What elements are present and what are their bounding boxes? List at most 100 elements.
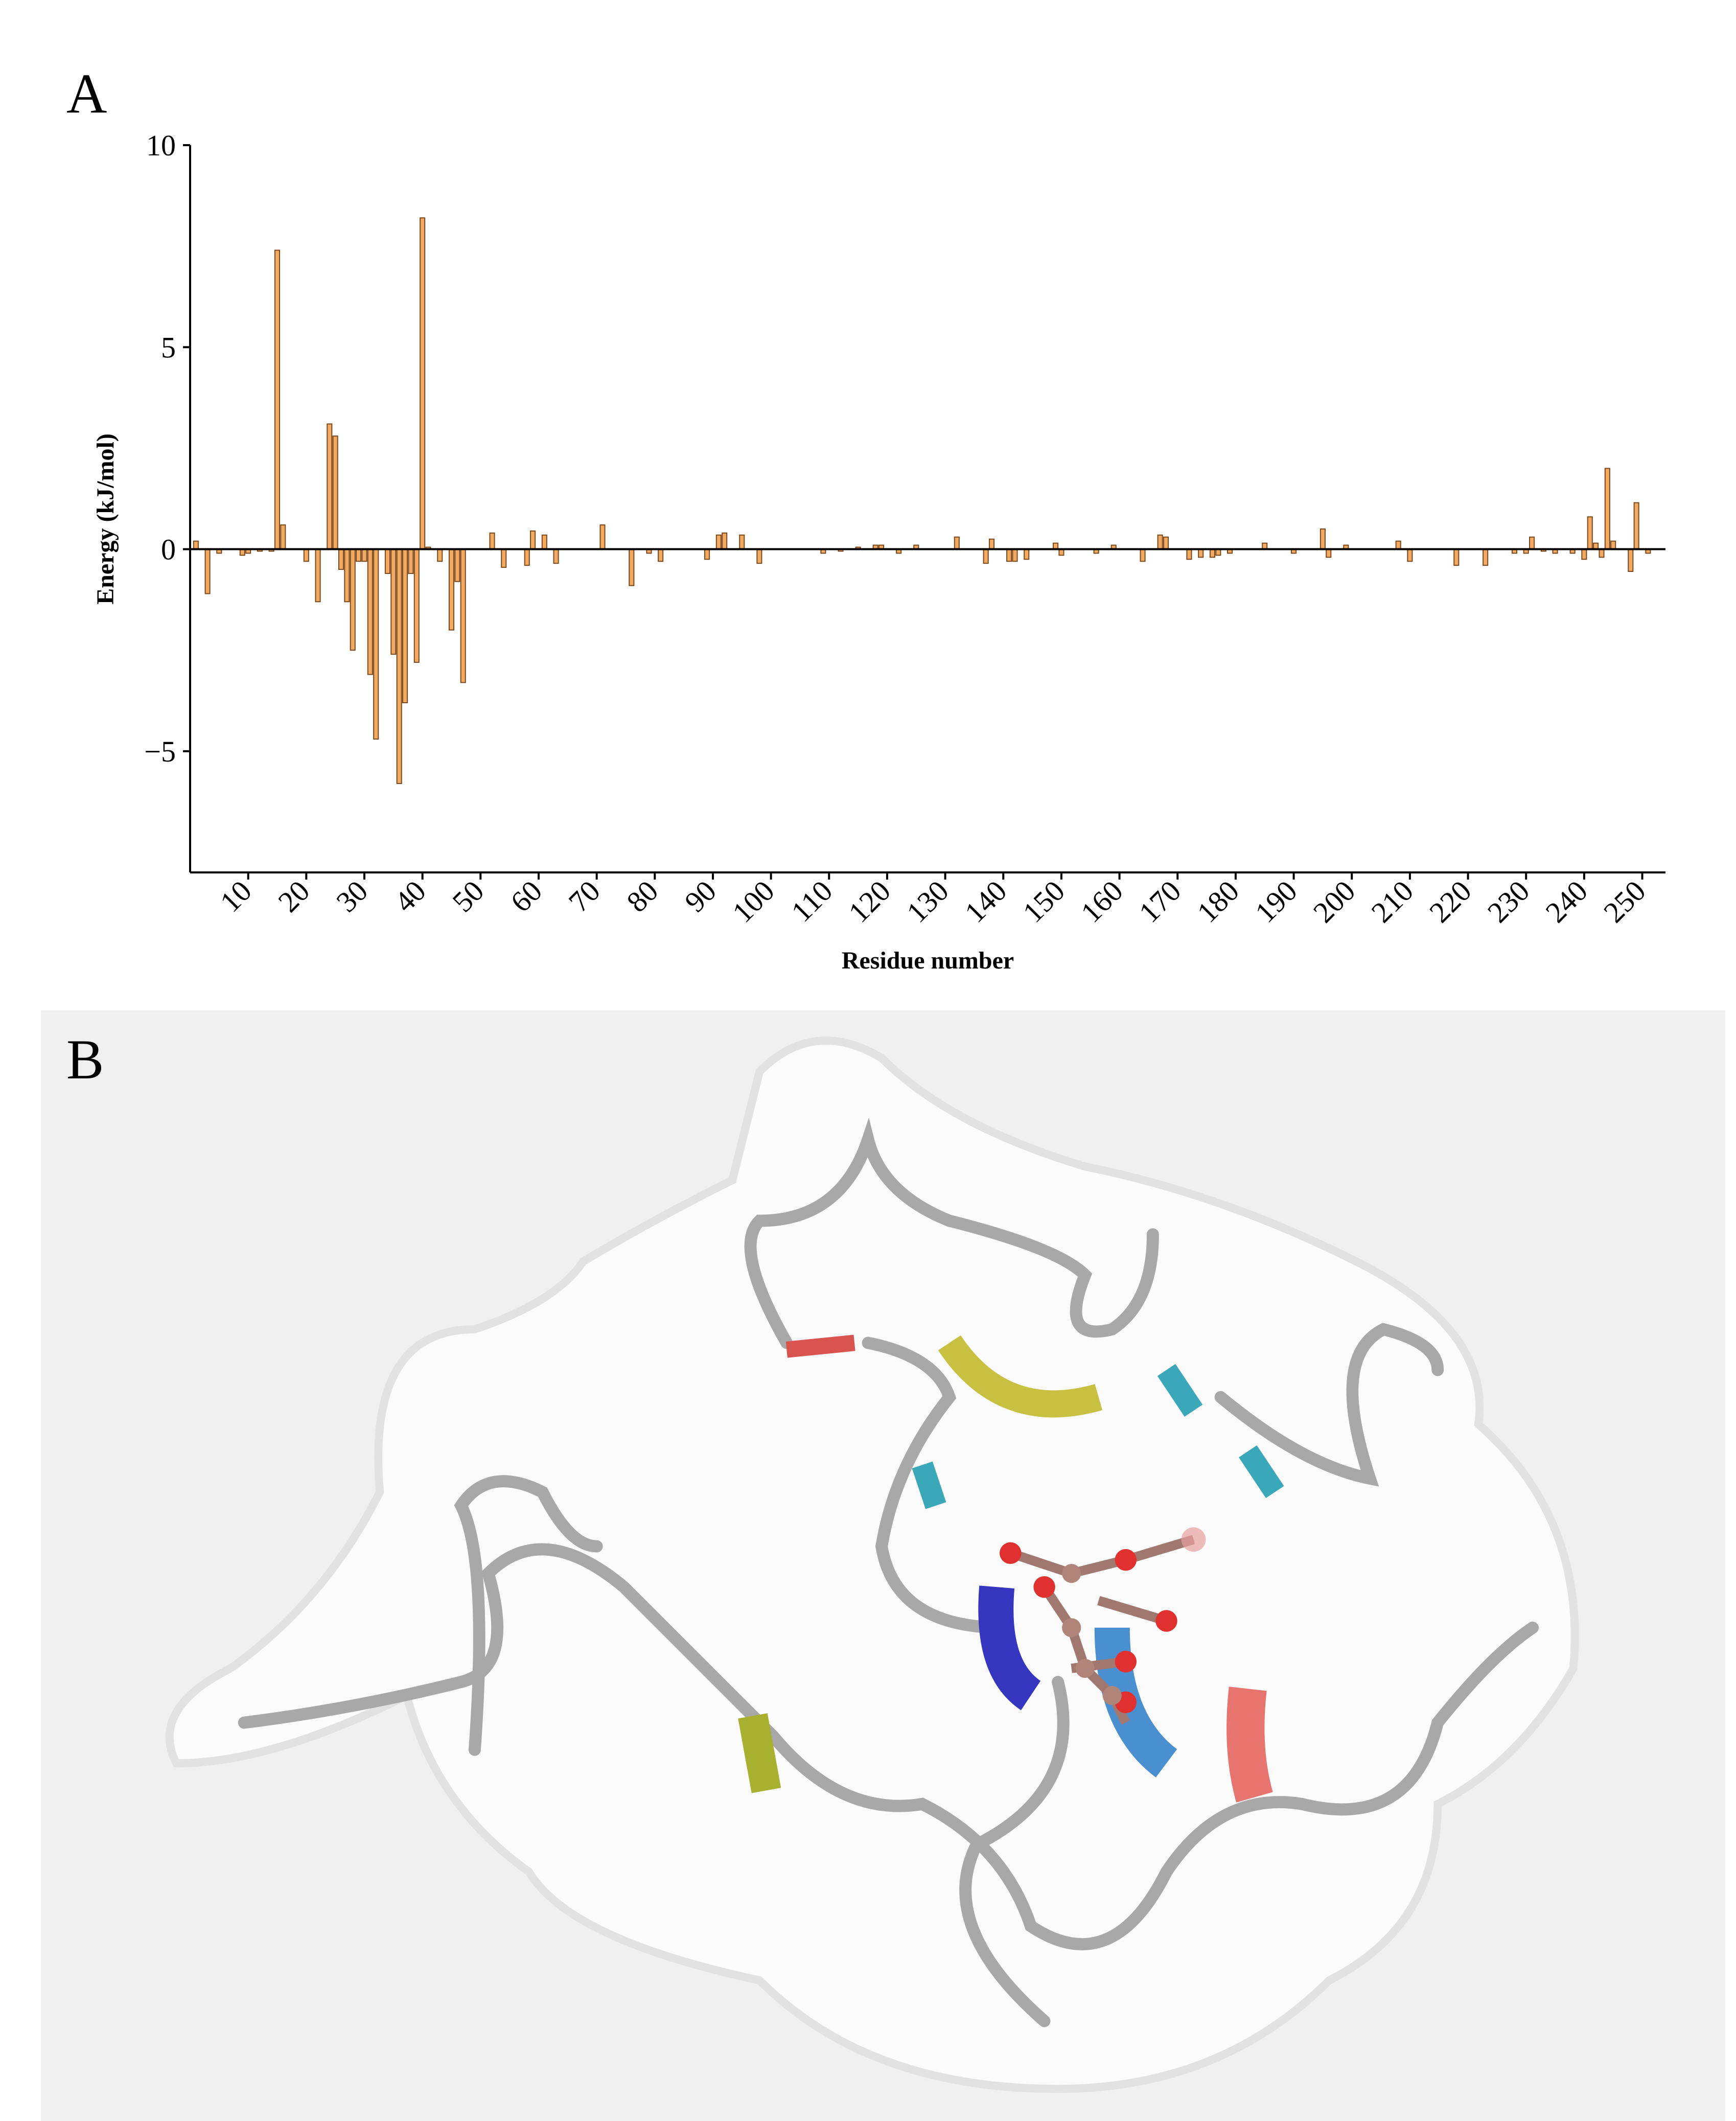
bar	[553, 548, 559, 564]
x-tick-label: 230	[1481, 874, 1536, 929]
bar	[1163, 536, 1169, 550]
bar	[1395, 540, 1401, 550]
ribbon-highlight	[1226, 1687, 1273, 1803]
bar	[1599, 548, 1605, 558]
x-tick-label: 150	[1016, 874, 1071, 929]
bar	[367, 548, 373, 675]
bar	[344, 548, 350, 603]
bar	[413, 548, 420, 663]
x-tick-label: 90	[678, 874, 723, 918]
ribbon-highlight	[938, 1335, 1103, 1418]
bar	[274, 249, 281, 550]
ribbon-highlight	[978, 1585, 1041, 1711]
bar	[1209, 548, 1215, 558]
x-tick-label: 240	[1539, 874, 1594, 929]
bar	[599, 524, 606, 550]
bar	[1587, 516, 1593, 550]
bar	[420, 217, 426, 550]
x-tick-label: 250	[1597, 874, 1652, 929]
bar	[541, 534, 547, 550]
bar	[1453, 548, 1460, 566]
bar	[658, 548, 664, 562]
x-tick-label: 50	[446, 874, 491, 918]
y-tick-label: 10	[146, 129, 176, 162]
panel-label: A	[66, 62, 107, 125]
bar	[1483, 548, 1489, 566]
bar	[1628, 548, 1634, 572]
x-tick-label: 200	[1307, 874, 1361, 929]
bar	[524, 548, 530, 566]
structure-panel: B	[41, 1010, 1725, 2121]
x-tick-label: 140	[958, 874, 1013, 929]
bar	[332, 435, 338, 550]
bar	[1407, 548, 1413, 562]
ribbon-highlight	[738, 1713, 781, 1793]
x-tick-label: 190	[1248, 874, 1303, 929]
bar	[739, 534, 745, 550]
bar	[315, 548, 321, 603]
bar	[1006, 548, 1012, 562]
bar	[715, 534, 722, 550]
x-tick-label: 80	[620, 874, 665, 918]
x-tick-label: 210	[1365, 874, 1420, 929]
surface	[165, 1036, 1579, 2093]
bar	[722, 532, 728, 550]
bar	[1610, 540, 1616, 550]
bar	[437, 548, 443, 562]
bar	[988, 538, 995, 550]
bar	[396, 548, 402, 785]
bar	[402, 548, 408, 703]
x-tick-label: 60	[504, 874, 548, 918]
bar	[390, 548, 397, 655]
x-tick-label: 180	[1191, 874, 1245, 929]
bar	[280, 524, 286, 550]
x-tick-label: 70	[562, 874, 607, 918]
bar	[1529, 536, 1535, 550]
bar	[1581, 548, 1587, 560]
bar	[460, 548, 466, 683]
x-tick-label: 170	[1132, 874, 1187, 929]
bar	[954, 536, 960, 550]
bar	[1157, 534, 1163, 550]
bar	[448, 548, 455, 631]
bar	[327, 423, 333, 550]
bar	[361, 548, 367, 562]
y-tick-label: 0	[161, 533, 176, 566]
protein-render	[165, 1036, 1579, 2093]
bar	[1186, 548, 1192, 560]
x-tick-label: 160	[1074, 874, 1129, 929]
y-axis-title: Energy (kJ/mol)	[92, 433, 119, 605]
bar	[983, 548, 989, 564]
panel-label: B	[66, 1028, 104, 1091]
bar	[408, 548, 414, 574]
bar	[1326, 548, 1332, 558]
bar	[1320, 528, 1326, 550]
ligand	[999, 1527, 1206, 1725]
bar	[501, 548, 507, 568]
x-axis-title: Residue number	[842, 947, 1014, 974]
bar	[204, 548, 211, 594]
bar	[303, 548, 309, 562]
x-tick-label: 120	[842, 874, 897, 929]
ribbon-highlight	[785, 1334, 855, 1358]
x-tick-label: 220	[1423, 874, 1477, 929]
bar	[338, 548, 344, 570]
ribbon	[238, 1117, 1539, 2027]
bar	[1633, 502, 1639, 550]
bar	[629, 548, 635, 586]
bar	[1198, 548, 1204, 558]
x-tick-label: 130	[900, 874, 955, 929]
bar	[193, 540, 199, 550]
bar	[454, 548, 460, 582]
x-tick-label: 100	[726, 874, 780, 929]
bar	[350, 548, 356, 651]
bar	[356, 548, 362, 562]
bar	[1024, 548, 1030, 560]
y-tick-label: 5	[161, 331, 176, 364]
bar	[373, 548, 379, 740]
bar	[1604, 468, 1610, 550]
bar	[756, 548, 762, 564]
bar	[530, 530, 536, 550]
